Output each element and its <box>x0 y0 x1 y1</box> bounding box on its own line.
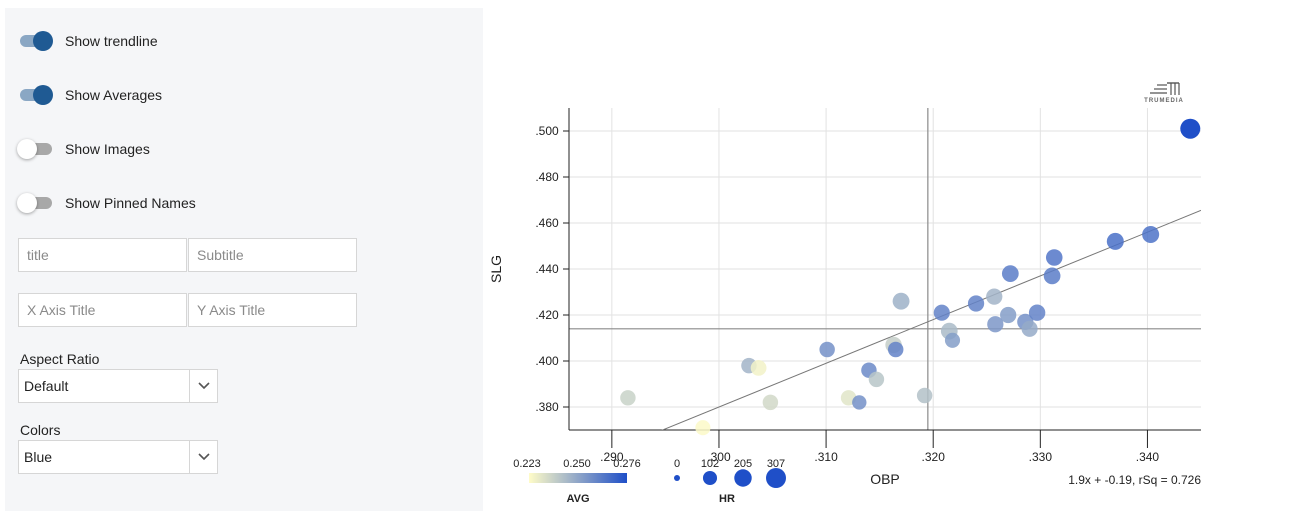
chevron-down-icon[interactable] <box>189 441 217 473</box>
y-tick-label: .460 <box>535 216 559 230</box>
data-point <box>868 371 885 388</box>
toggle-show-images[interactable]: Show Images <box>17 138 150 160</box>
title-input[interactable] <box>18 238 187 272</box>
trendline-equation: 1.9x + -0.19, rSq = 0.726 <box>1068 473 1201 487</box>
avg-legend-tick: 0.223 <box>513 458 541 470</box>
data-point <box>916 387 933 404</box>
hr-legend-tick: 102 <box>701 458 719 470</box>
data-point <box>1001 265 1019 282</box>
data-point <box>1000 306 1017 324</box>
data-point <box>1106 232 1124 250</box>
y-tick-label: .380 <box>535 400 559 414</box>
avg-legend-tick: 0.276 <box>613 458 641 470</box>
y-axis-title-input[interactable] <box>188 293 357 327</box>
x-axis-title: OBP <box>870 471 900 487</box>
toggle-label: Show Pinned Names <box>65 195 196 211</box>
data-point <box>620 390 636 406</box>
aspect-ratio-value: Default <box>24 378 69 394</box>
toggle-switch[interactable] <box>18 30 54 52</box>
chevron-down-icon[interactable] <box>189 370 217 402</box>
chart-panel: TRUMEDIA .380 .400 .420 .440 .460 .480 .500 .2… <box>483 8 1283 509</box>
toggle-switch[interactable] <box>18 84 54 106</box>
x-tick-label: .290 <box>600 450 624 464</box>
data-point <box>1028 304 1046 321</box>
data-point <box>1045 249 1063 266</box>
x-tick-label: .330 <box>1029 450 1053 464</box>
aspect-ratio-label: Aspect Ratio <box>20 351 100 367</box>
data-point <box>1043 267 1061 285</box>
toggle-show-pinned-names[interactable]: Show Pinned Names <box>17 192 196 214</box>
y-tick-label: .480 <box>535 170 559 184</box>
data-point <box>852 395 867 410</box>
toggle-label: Show Images <box>65 141 150 157</box>
toggle-label: Show trendline <box>65 33 158 49</box>
x-tick-label: .300 <box>707 450 731 464</box>
colors-value: Blue <box>24 449 53 465</box>
chart-options-panel: Show trendline Show Averages Show Images… <box>5 8 483 511</box>
grid <box>569 108 1201 430</box>
y-tick-label: .420 <box>535 308 559 322</box>
data-point <box>887 341 904 358</box>
logo-mark-icon <box>1150 82 1180 95</box>
logo-text: TRUMEDIA <box>1144 98 1184 104</box>
toggle-switch[interactable] <box>17 138 54 160</box>
data-point <box>892 292 910 310</box>
y-tick-label: .500 <box>535 124 559 138</box>
hr-legend-dot <box>702 470 718 486</box>
hr-legend-tick: 307 <box>767 458 785 470</box>
data-point <box>695 420 711 436</box>
colors-label: Colors <box>20 422 61 438</box>
hr-legend-title: HR <box>719 493 735 505</box>
colors-select[interactable]: Blue <box>18 440 218 474</box>
scatter-chart: TRUMEDIA .380 .400 .420 .440 .460 .480 .500 .2… <box>488 82 1201 505</box>
data-point <box>1180 118 1201 139</box>
toggle-show-trendline[interactable]: Show trendline <box>18 30 158 52</box>
data-point <box>819 341 835 358</box>
hr-legend-dot <box>766 468 786 488</box>
data-point <box>987 316 1004 333</box>
trendline <box>661 209 1201 430</box>
average-lines <box>569 108 1201 430</box>
toggle-switch[interactable] <box>17 192 54 214</box>
trendline-layer <box>661 209 1201 430</box>
x-tick-label: .340 <box>1136 450 1160 464</box>
toggle-show-averages[interactable]: Show Averages <box>18 84 162 106</box>
data-point <box>933 304 950 321</box>
subtitle-input[interactable] <box>188 238 357 272</box>
avg-gradient-bar <box>529 473 627 483</box>
y-tick-label: .440 <box>535 262 559 276</box>
points <box>620 118 1201 436</box>
data-point <box>762 394 779 411</box>
hr-size-legend: 0 102 205 307 HR <box>674 458 786 505</box>
avg-legend-title: AVG <box>566 493 589 505</box>
hr-legend-dot <box>674 475 680 481</box>
hr-legend-tick: 0 <box>674 458 680 470</box>
data-point <box>986 288 1003 305</box>
data-point <box>967 295 985 312</box>
toggle-label: Show Averages <box>65 87 163 103</box>
y-ticks: .380 .400 .420 .440 .460 .480 .500 <box>535 124 569 414</box>
data-point <box>1021 320 1038 337</box>
aspect-ratio-select[interactable]: Default <box>18 369 218 403</box>
trumedia-logo: TRUMEDIA <box>1144 82 1184 104</box>
data-point <box>750 360 767 376</box>
hr-legend-tick: 205 <box>734 458 752 470</box>
x-tick-label: .310 <box>814 450 838 464</box>
avg-color-legend: 0.223 0.250 0.276 AVG <box>513 458 641 505</box>
data-point <box>1142 225 1160 244</box>
x-tick-label: .320 <box>922 450 946 464</box>
hr-legend-dot <box>734 469 752 487</box>
y-axis-title: SLG <box>488 255 504 283</box>
data-point <box>944 332 961 348</box>
x-axis-title-input[interactable] <box>18 293 187 327</box>
y-tick-label: .400 <box>535 354 559 368</box>
avg-legend-tick: 0.250 <box>563 458 591 470</box>
x-ticks: .290 .300 .310 .320 .330 .340 <box>600 430 1159 464</box>
